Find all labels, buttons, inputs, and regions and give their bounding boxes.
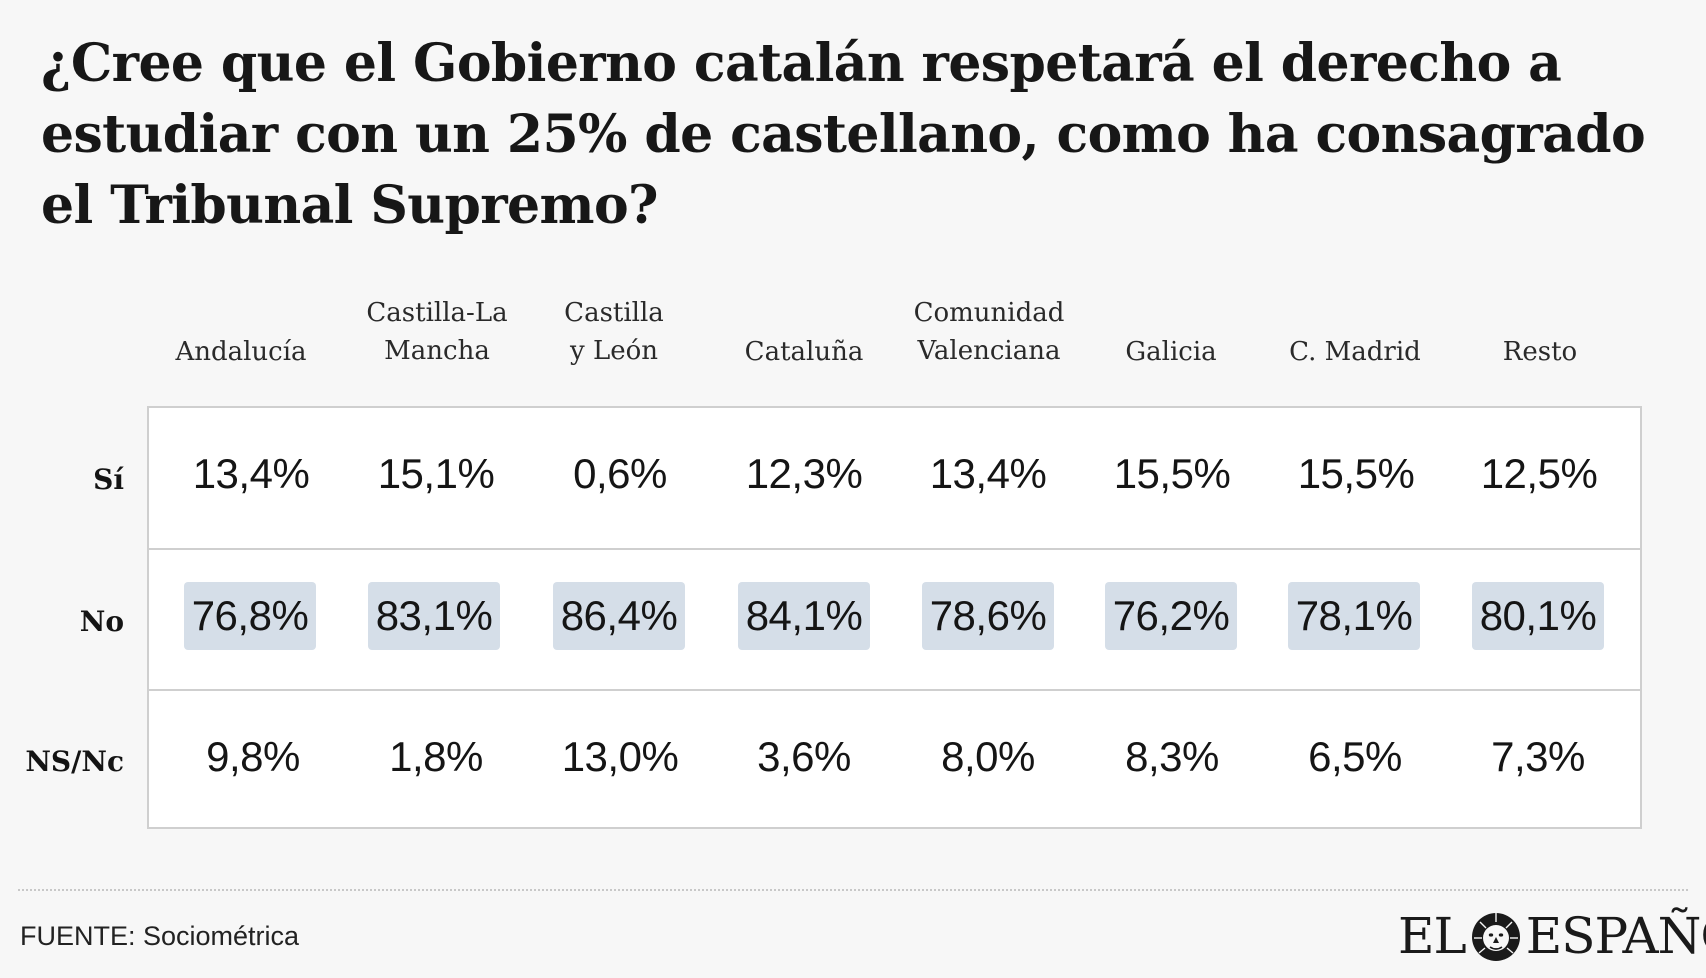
cell-no-resto: 80,1%: [1472, 582, 1604, 650]
cell-nsnc-castilla-la-mancha: 1,8%: [389, 733, 483, 780]
column-header-line: Comunidad: [913, 298, 1065, 328]
cell-si-comunidad-valenciana: 13,4%: [929, 450, 1047, 497]
column-header-galicia: Galicia: [1125, 337, 1217, 367]
cell-nsnc-c-madrid: 6,5%: [1308, 733, 1402, 780]
cell-si-castilla-y-leon: 0,6%: [573, 450, 667, 497]
column-header-comunidad-valenciana: Comunidad Valenciana: [889, 294, 1089, 370]
column-header-line: y León: [569, 336, 658, 366]
lion-icon: [1471, 913, 1520, 961]
cell-no-galicia: 76,2%: [1105, 582, 1237, 650]
cell-no-castilla-la-mancha: 83,1%: [368, 582, 500, 650]
cell-nsnc-andalucia: 9,8%: [206, 733, 300, 780]
cell-si-c-madrid: 15,5%: [1297, 450, 1415, 497]
cell-si-resto: 12,5%: [1480, 450, 1598, 497]
cell-si-castilla-la-mancha: 15,1%: [377, 450, 495, 497]
column-header-c-madrid: C. Madrid: [1289, 337, 1421, 367]
row-label-ns-nc: NS/Nc: [25, 745, 124, 778]
column-header-castilla-y-leon: Castilla y León: [514, 294, 714, 370]
row-divider: [149, 548, 1640, 550]
cell-nsnc-cataluna: 3,6%: [757, 733, 851, 780]
column-header-castilla-la-mancha: Castilla-La Mancha: [337, 294, 537, 370]
logo-text-espanol: ESPAÑOL: [1525, 907, 1706, 965]
cell-no-comunidad-valenciana: 78,6%: [922, 582, 1054, 650]
cell-no-c-madrid: 78,1%: [1288, 582, 1420, 650]
column-header-line: Valenciana: [917, 336, 1061, 366]
row-divider: [149, 689, 1640, 691]
cell-si-galicia: 15,5%: [1113, 450, 1231, 497]
cell-nsnc-galicia: 8,3%: [1125, 733, 1219, 780]
logo-text-el: EL: [1398, 907, 1467, 965]
row-label-no: No: [79, 605, 124, 638]
column-header-cataluna: Cataluña: [744, 337, 864, 367]
column-header-andalucia: Andalucía: [175, 337, 307, 367]
el-espanol-logo: EL ESPAÑOL: [1398, 906, 1706, 966]
cell-no-andalucia: 76,8%: [184, 582, 316, 650]
cell-nsnc-comunidad-valenciana: 8,0%: [941, 733, 1035, 780]
column-header-line: Mancha: [384, 336, 490, 366]
column-header-line: Castilla-La: [366, 298, 508, 328]
column-header-line: Castilla: [564, 298, 664, 328]
cell-si-andalucia: 13,4%: [192, 450, 310, 497]
source-note: FUENTE: Sociométrica: [20, 921, 300, 951]
cell-no-castilla-y-leon: 86,4%: [553, 582, 685, 650]
row-label-si: Sí: [93, 463, 124, 496]
cell-no-cataluna: 84,1%: [738, 582, 870, 650]
column-header-resto: Resto: [1502, 337, 1578, 367]
cell-nsnc-resto: 7,3%: [1491, 733, 1585, 780]
footer-divider: [18, 889, 1688, 891]
cell-nsnc-castilla-y-leon: 13,0%: [561, 733, 679, 780]
cell-si-cataluna: 12,3%: [745, 450, 863, 497]
chart-title: ¿Cree que el Gobierno catalán respetará …: [41, 33, 1646, 236]
